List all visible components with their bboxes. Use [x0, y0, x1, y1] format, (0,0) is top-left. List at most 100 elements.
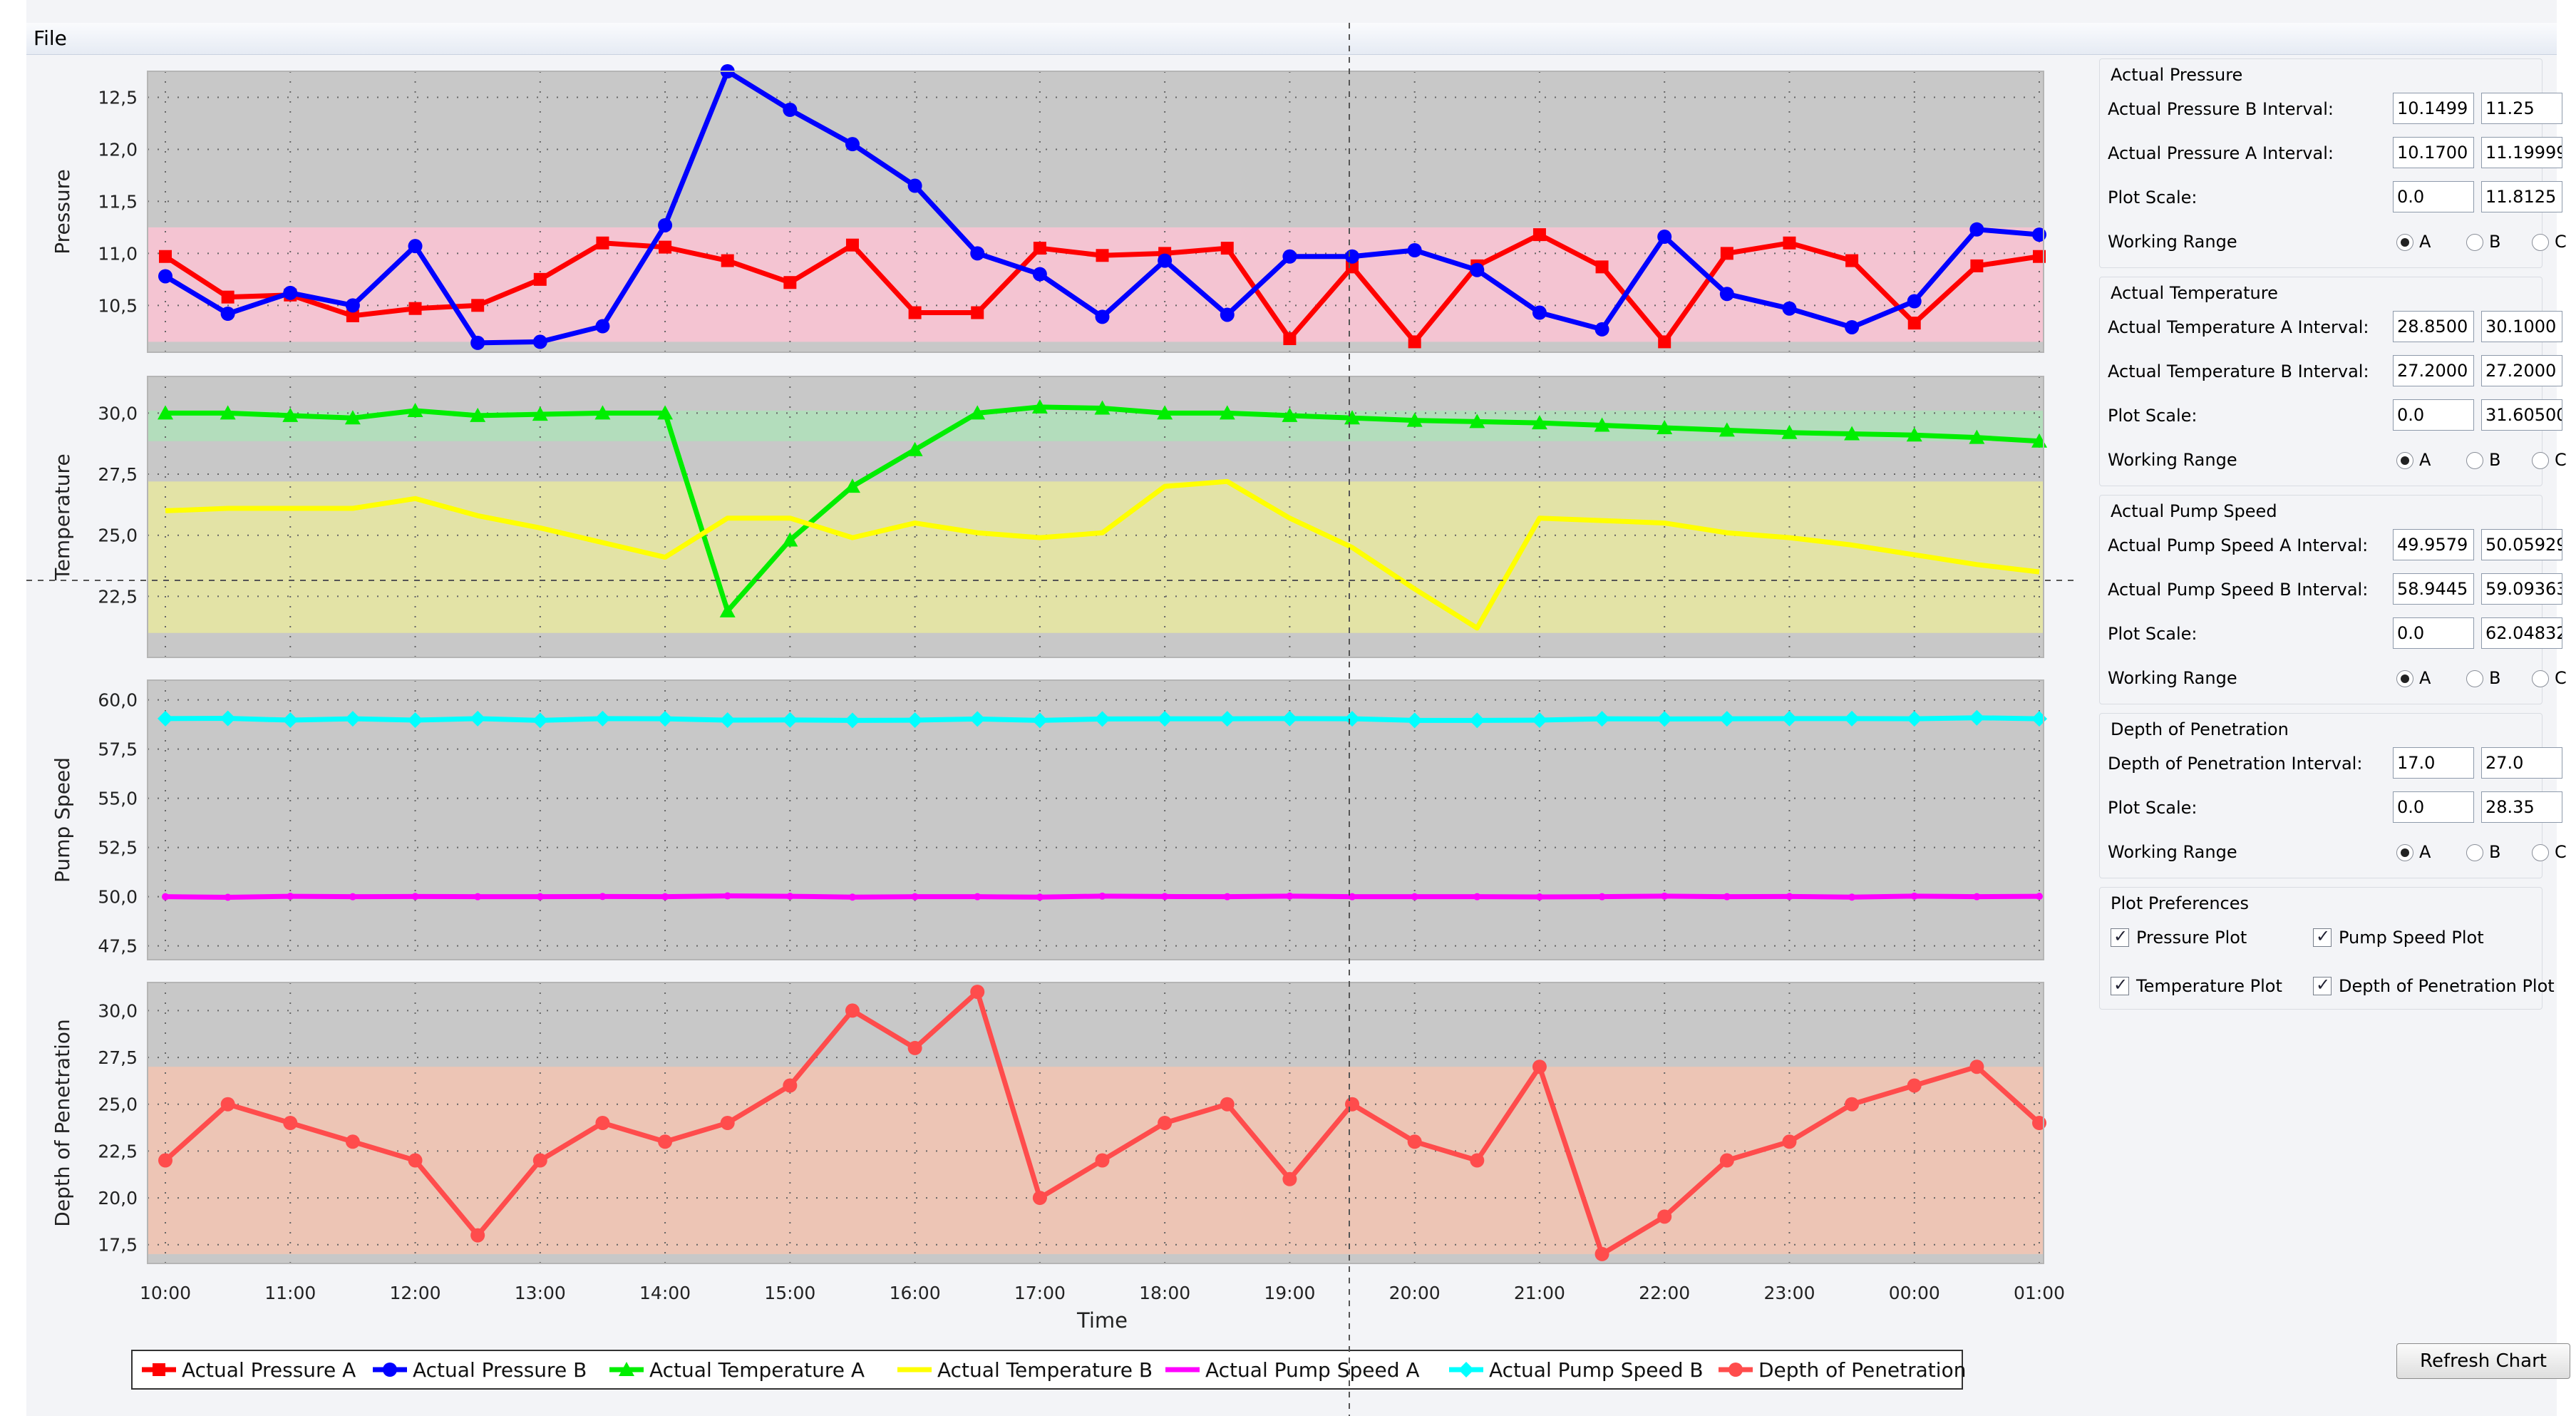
data-point: [719, 602, 736, 617]
interval-min-input[interactable]: 27.2000: [2393, 355, 2474, 386]
data-point: [345, 1134, 360, 1149]
data-point: [1469, 712, 1485, 729]
data-point: [1532, 228, 1546, 242]
interval-min-input[interactable]: 0.0: [2393, 791, 2474, 823]
interval-max-input[interactable]: 62.04832: [2481, 617, 2562, 649]
radio-label: A: [2419, 232, 2431, 252]
y-tick-label: 11,0: [98, 243, 138, 264]
data-point: [471, 299, 485, 312]
data-point: [595, 1116, 610, 1130]
y-tick-label: 30,0: [98, 403, 138, 424]
data-point: [1719, 1153, 1734, 1168]
data-point: [845, 1003, 860, 1018]
interval-min-input[interactable]: 10.1499: [2393, 93, 2474, 124]
interval-min-input[interactable]: 49.9579: [2393, 529, 2474, 560]
radio-label: A: [2419, 450, 2431, 470]
data-point: [344, 410, 361, 425]
y-axis-label: Depth of Penetration: [51, 1019, 74, 1226]
data-point: [1845, 254, 1859, 267]
interval-min-input[interactable]: 28.8500: [2393, 311, 2474, 342]
legend-box: [131, 1350, 1963, 1390]
checkbox-pressure-plot[interactable]: [2111, 926, 2129, 947]
interval-max-input[interactable]: 28.35: [2481, 791, 2562, 823]
interval-max-input[interactable]: 27.2000: [2481, 355, 2562, 386]
radio-label: C: [2555, 668, 2567, 688]
y-tick-label: 27,5: [98, 1047, 138, 1068]
checkbox-depth-of-penetration-plot[interactable]: [2313, 975, 2332, 995]
refresh-chart-button[interactable]: Refresh Chart: [2396, 1343, 2570, 1379]
interval-max-input[interactable]: 59.09363: [2481, 573, 2562, 605]
data-point: [1473, 893, 1481, 901]
data-point: [783, 102, 798, 117]
legend-label: Depth of Penetration: [1758, 1358, 1966, 1382]
data-point: [1220, 307, 1235, 322]
checkbox-temperature-plot[interactable]: [2111, 975, 2129, 995]
interval-min-input[interactable]: 58.9445: [2393, 573, 2474, 605]
plot-border: [147, 679, 2044, 960]
radio-label: A: [2419, 842, 2431, 862]
interval-max-input[interactable]: 30.1000: [2481, 311, 2562, 342]
data-point: [971, 306, 984, 319]
interval-max-input[interactable]: 11.8125: [2481, 181, 2562, 212]
data-point: [1906, 427, 1922, 442]
working-range-radio-a[interactable]: [2396, 452, 2413, 469]
working-range-radio-b[interactable]: [2466, 670, 2483, 687]
working-range-label: Working Range: [2108, 232, 2237, 252]
working-range-radio-c[interactable]: [2532, 844, 2549, 861]
x-tick-label: 17:00: [1014, 1283, 1066, 1303]
x-tick-label: 10:00: [140, 1283, 191, 1303]
data-point: [1783, 236, 1796, 250]
data-point: [536, 893, 544, 901]
working-range-radio-b[interactable]: [2466, 844, 2483, 861]
data-point: [1532, 1060, 1547, 1074]
y-tick-label: 10,5: [98, 295, 138, 316]
x-tick-label: 23:00: [1763, 1283, 1815, 1303]
interval-max-input[interactable]: 11.19999: [2481, 137, 2562, 168]
radio-label: A: [2419, 668, 2431, 688]
data-point: [907, 178, 922, 193]
interval-min-input[interactable]: 10.1700: [2393, 137, 2474, 168]
interval-min-input[interactable]: 0.0: [2393, 181, 2474, 212]
y-tick-label: 22,5: [98, 1141, 138, 1161]
x-tick-label: 01:00: [2014, 1283, 2065, 1303]
interval-min-input[interactable]: 0.0: [2393, 399, 2474, 431]
data-point: [1470, 262, 1485, 277]
working-range-radio-b[interactable]: [2466, 452, 2483, 469]
working-range-radio-a[interactable]: [2396, 234, 2413, 251]
interval-max-input[interactable]: 27.0: [2481, 747, 2562, 779]
data-point: [1407, 1134, 1422, 1149]
data-point: [159, 250, 172, 263]
data-point: [659, 240, 672, 254]
menu-file[interactable]: File: [34, 26, 67, 50]
interval-max-input[interactable]: 50.05929: [2481, 529, 2562, 560]
data-point: [2036, 893, 2043, 901]
plot-border: [147, 71, 2044, 353]
data-point: [1594, 322, 1609, 337]
checkbox-pump-speed-plot[interactable]: [2313, 926, 2332, 947]
interval-max-input[interactable]: 31.60500: [2481, 399, 2562, 431]
radio-label: B: [2489, 450, 2501, 470]
checkbox-label: Temperature Plot: [2136, 976, 2282, 996]
working-range-radio-c[interactable]: [2532, 452, 2549, 469]
working-range-radio-b[interactable]: [2466, 234, 2483, 251]
data-point: [224, 893, 232, 901]
data-point: [407, 402, 423, 417]
interval-max-input[interactable]: 11.25: [2481, 93, 2562, 124]
working-range-radio-a[interactable]: [2396, 670, 2413, 687]
interval-min-input[interactable]: 0.0: [2393, 617, 2474, 649]
working-range-band: [148, 481, 2044, 633]
working-range-radio-a[interactable]: [2396, 844, 2413, 861]
data-point: [349, 893, 356, 901]
data-point: [1719, 422, 1735, 437]
x-tick-label: 19:00: [1264, 1283, 1315, 1303]
data-point: [782, 712, 798, 728]
working-range-radio-c[interactable]: [2532, 670, 2549, 687]
data-point: [783, 1078, 798, 1093]
y-tick-label: 12,5: [98, 87, 138, 108]
working-range-radio-c[interactable]: [2532, 234, 2549, 251]
data-point: [1969, 222, 1984, 237]
data-point: [282, 712, 299, 729]
interval-min-input[interactable]: 17.0: [2393, 747, 2474, 779]
data-point: [287, 893, 294, 901]
data-point: [848, 893, 856, 901]
